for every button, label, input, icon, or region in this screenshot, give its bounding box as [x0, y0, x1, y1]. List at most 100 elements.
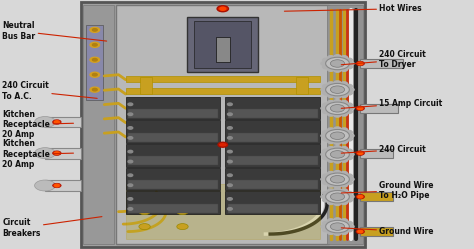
- Circle shape: [346, 191, 352, 195]
- Circle shape: [347, 195, 354, 198]
- Circle shape: [328, 147, 334, 150]
- Circle shape: [330, 151, 345, 158]
- Circle shape: [128, 150, 133, 153]
- Circle shape: [341, 184, 347, 187]
- Circle shape: [330, 86, 345, 93]
- Text: Ground Wire: Ground Wire: [341, 227, 434, 236]
- Circle shape: [346, 65, 352, 69]
- Bar: [360, 104, 398, 113]
- Circle shape: [218, 142, 228, 147]
- Bar: [296, 77, 308, 94]
- Bar: [126, 88, 320, 94]
- Bar: [228, 204, 318, 213]
- Circle shape: [341, 56, 347, 59]
- Bar: [126, 121, 220, 143]
- Circle shape: [334, 100, 341, 103]
- Circle shape: [334, 202, 341, 205]
- Circle shape: [328, 113, 334, 116]
- Circle shape: [128, 113, 133, 116]
- Bar: [228, 156, 318, 165]
- Circle shape: [55, 184, 59, 187]
- Circle shape: [334, 69, 341, 72]
- Bar: [360, 192, 393, 201]
- Circle shape: [328, 189, 334, 192]
- Circle shape: [330, 176, 345, 183]
- Circle shape: [328, 219, 334, 222]
- Circle shape: [347, 153, 354, 156]
- Circle shape: [330, 223, 345, 230]
- Circle shape: [139, 224, 150, 230]
- Text: Ground Wire
To H₂O Pipe: Ground Wire To H₂O Pipe: [341, 181, 434, 200]
- Bar: [360, 59, 403, 68]
- Circle shape: [341, 140, 347, 143]
- Circle shape: [341, 189, 347, 192]
- Bar: [225, 97, 320, 119]
- Bar: [225, 168, 320, 190]
- Bar: [126, 168, 220, 190]
- Bar: [360, 149, 393, 158]
- Circle shape: [356, 229, 365, 234]
- Circle shape: [341, 201, 347, 204]
- Circle shape: [53, 151, 61, 155]
- Circle shape: [341, 101, 347, 104]
- Circle shape: [323, 110, 329, 114]
- Circle shape: [323, 84, 329, 88]
- Circle shape: [328, 140, 334, 143]
- Circle shape: [334, 218, 341, 221]
- Bar: [228, 109, 318, 118]
- Circle shape: [321, 62, 328, 65]
- Circle shape: [321, 153, 328, 156]
- Circle shape: [346, 181, 352, 185]
- Circle shape: [128, 127, 133, 129]
- Circle shape: [334, 188, 341, 191]
- Circle shape: [346, 137, 352, 141]
- Circle shape: [228, 208, 232, 210]
- Bar: [126, 144, 220, 167]
- Bar: [128, 156, 218, 165]
- Circle shape: [328, 201, 334, 204]
- Circle shape: [334, 141, 341, 144]
- Circle shape: [356, 61, 365, 66]
- Circle shape: [356, 194, 365, 199]
- Bar: [228, 180, 318, 189]
- Text: Hot Wires: Hot Wires: [284, 4, 422, 13]
- Circle shape: [347, 225, 354, 228]
- Bar: [45, 117, 81, 127]
- Circle shape: [321, 107, 328, 110]
- Circle shape: [346, 221, 352, 225]
- Bar: [128, 133, 218, 142]
- Circle shape: [334, 171, 341, 174]
- Circle shape: [328, 231, 334, 234]
- Circle shape: [328, 82, 334, 85]
- Circle shape: [346, 198, 352, 202]
- Circle shape: [323, 191, 329, 195]
- Bar: [116, 5, 329, 244]
- Circle shape: [228, 103, 232, 106]
- Bar: [126, 191, 220, 214]
- Bar: [126, 97, 220, 119]
- Circle shape: [358, 62, 363, 65]
- Circle shape: [347, 62, 354, 65]
- Circle shape: [326, 102, 349, 115]
- Circle shape: [358, 107, 363, 110]
- Circle shape: [346, 130, 352, 134]
- Circle shape: [346, 103, 352, 107]
- Circle shape: [323, 156, 329, 160]
- Circle shape: [328, 128, 334, 131]
- Circle shape: [228, 150, 232, 153]
- Circle shape: [328, 68, 334, 71]
- Circle shape: [346, 149, 352, 153]
- Circle shape: [323, 103, 329, 107]
- Circle shape: [326, 83, 349, 96]
- Circle shape: [326, 129, 349, 142]
- Text: 240 Circuit: 240 Circuit: [341, 145, 426, 154]
- Circle shape: [346, 174, 352, 178]
- Bar: [140, 77, 152, 94]
- Circle shape: [347, 178, 354, 181]
- Circle shape: [92, 88, 97, 91]
- Circle shape: [346, 84, 352, 88]
- Circle shape: [90, 27, 100, 32]
- Circle shape: [228, 127, 232, 129]
- Circle shape: [346, 110, 352, 114]
- Circle shape: [341, 147, 347, 150]
